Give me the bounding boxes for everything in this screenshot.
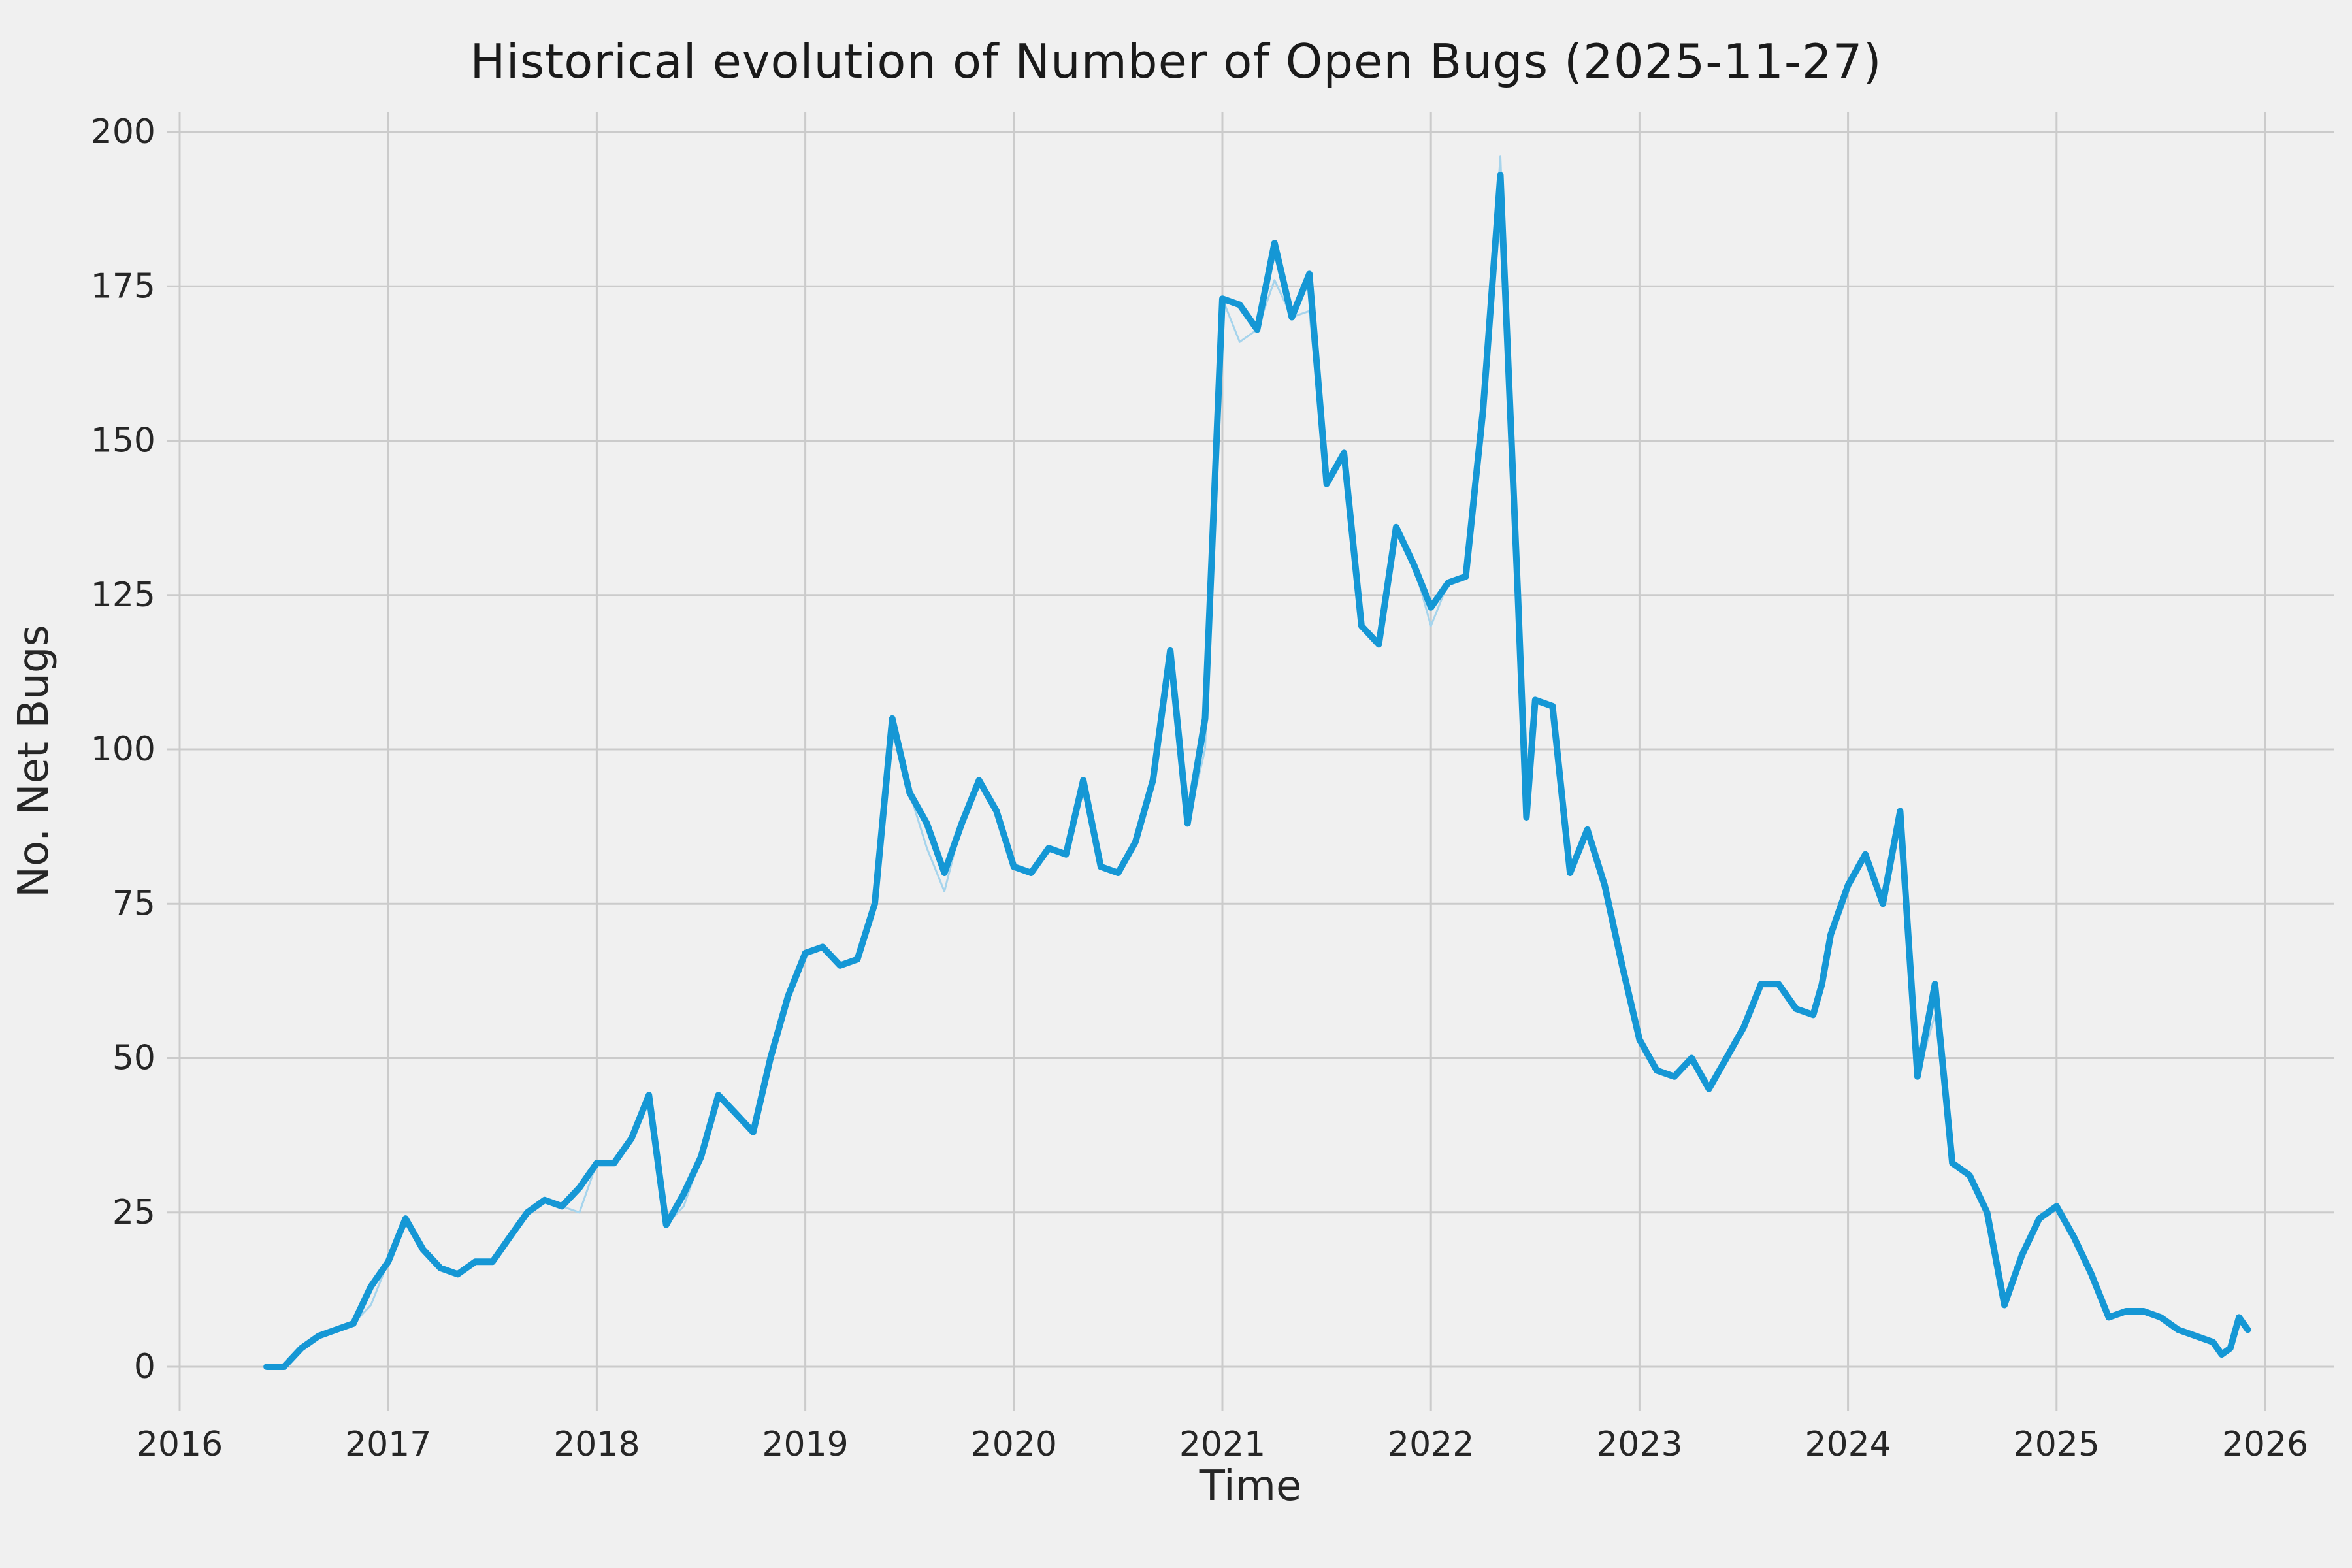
series-line-open-bugs-raw [265, 155, 2249, 1368]
x-tick-label: 2017 [345, 1425, 431, 1464]
y-tick-label: 0 [134, 1347, 155, 1386]
x-tick-label: 2019 [762, 1425, 848, 1464]
y-tick-label: 175 [91, 267, 155, 306]
x-tick-label: 2021 [1179, 1425, 1266, 1464]
series-line-open-bugs [263, 172, 2251, 1370]
y-tick-label: 75 [112, 884, 155, 923]
y-axis-label: No. Net Bugs [10, 625, 58, 898]
x-tick-label: 2025 [2014, 1425, 2100, 1464]
x-tick-label: 2020 [971, 1425, 1057, 1464]
x-tick-label: 2022 [1388, 1425, 1474, 1464]
chart-title: Historical evolution of Number of Open B… [470, 34, 1882, 89]
y-tick-label: 200 [91, 112, 155, 152]
y-tick-label: 100 [91, 730, 155, 769]
y-tick-label: 125 [91, 576, 155, 615]
x-tick-label: 2018 [553, 1425, 640, 1464]
x-axis-label: Time [1199, 1462, 1302, 1511]
x-tick-label: 2016 [137, 1425, 223, 1464]
y-tick-label: 50 [112, 1039, 155, 1078]
y-tick-label: 150 [91, 421, 155, 461]
x-tick-label: 2024 [1805, 1425, 1891, 1464]
x-tick-label: 2023 [1596, 1425, 1682, 1464]
x-tick-label: 2026 [2222, 1425, 2308, 1464]
y-tick-label: 25 [112, 1193, 155, 1232]
